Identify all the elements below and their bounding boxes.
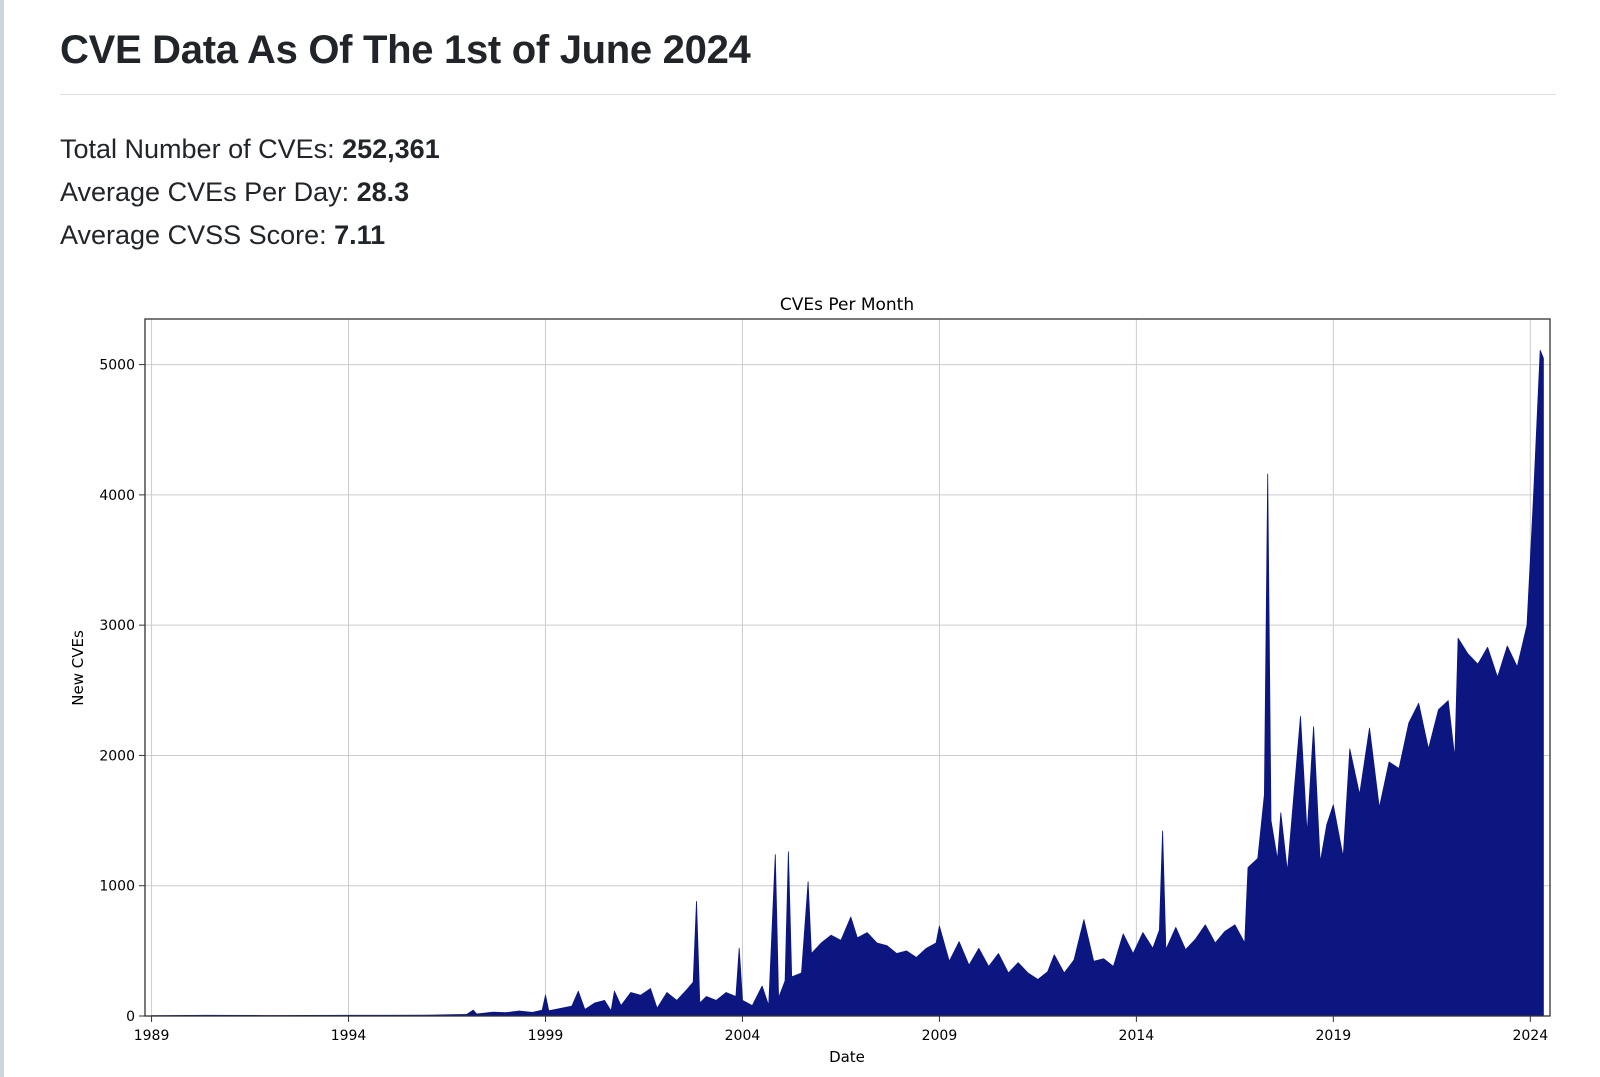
chart-title: CVEs Per Month (780, 295, 914, 315)
x-tick-label: 2009 (922, 1028, 958, 1044)
x-tick-label: 2024 (1512, 1028, 1548, 1044)
x-tick-label: 1994 (331, 1028, 367, 1044)
cves-area-series (151, 349, 1544, 1017)
page-title: CVE Data As Of The 1st of June 2024 (60, 28, 751, 72)
title-divider (60, 94, 1556, 95)
y-tick-label: 0 (126, 1009, 135, 1025)
y-axis-label: New CVEs (69, 630, 87, 706)
stats-summary: Total Number of CVEs: 252,361 Average CV… (60, 128, 440, 257)
x-tick-label: 2019 (1316, 1028, 1352, 1044)
y-tick-label: 4000 (99, 488, 135, 504)
stat-total-cves-label: Total Number of CVEs: (60, 134, 343, 164)
stat-avg-cvss: Average CVSS Score: 7.11 (60, 214, 440, 257)
y-tick-label: 2000 (99, 748, 135, 764)
left-edge-rule (0, 0, 4, 1077)
plot-frame (144, 318, 1551, 1017)
stat-avg-cvss-value: 7.11 (334, 220, 386, 250)
x-tick-label: 1999 (528, 1028, 564, 1044)
x-tick-label: 2004 (725, 1028, 761, 1044)
series-area (151, 349, 1544, 1017)
axis-ticks: 1989 1994 1999 2004 2009 2014 2019 2024 0 1000 200… (99, 358, 1548, 1044)
x-tick-label: 2014 (1119, 1028, 1155, 1044)
stat-total-cves: Total Number of CVEs: 252,361 (60, 128, 440, 171)
x-tick-label: 1989 (134, 1028, 170, 1044)
stat-avg-per-day-label: Average CVEs Per Day: (60, 177, 357, 207)
stat-total-cves-value: 252,361 (342, 134, 440, 164)
stat-avg-per-day-value: 28.3 (356, 177, 410, 207)
stat-avg-per-day: Average CVEs Per Day: 28.3 (60, 171, 440, 214)
y-tick-label: 3000 (99, 618, 135, 634)
y-tick-label: 1000 (99, 879, 135, 895)
stat-avg-cvss-label: Average CVSS Score: (60, 220, 335, 250)
y-tick-label: 5000 (99, 358, 135, 374)
x-axis-label: Date (829, 1048, 865, 1066)
